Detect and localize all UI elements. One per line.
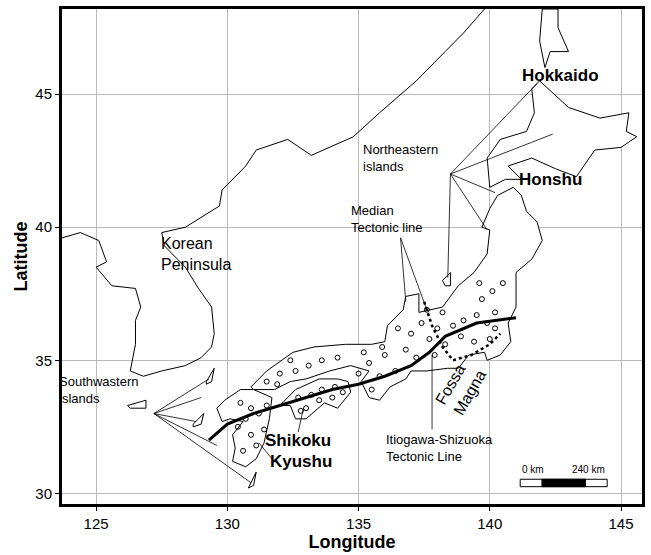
- svg-text:130: 130: [215, 515, 240, 532]
- svg-text:KoreanPeninsula: KoreanPeninsula: [161, 235, 231, 273]
- svg-text:Shikoku: Shikoku: [265, 431, 331, 450]
- svg-text:30: 30: [35, 485, 52, 502]
- svg-text:Honshu: Honshu: [519, 170, 582, 189]
- svg-text:Itiogawa-ShizuokaTectonic Line: Itiogawa-ShizuokaTectonic Line: [386, 432, 493, 464]
- svg-text:40: 40: [35, 218, 52, 235]
- svg-text:Latitude: Latitude: [11, 222, 31, 292]
- svg-text:FossaMagna: FossaMagna: [432, 357, 489, 418]
- svg-text:Longitude: Longitude: [309, 532, 396, 552]
- svg-text:35: 35: [35, 352, 52, 369]
- svg-text:MedianTectonic line: MedianTectonic line: [351, 203, 423, 235]
- svg-text:Northeasternislands: Northeasternislands: [363, 142, 438, 174]
- svg-text:45: 45: [35, 85, 52, 102]
- svg-text:0 km: 0 km: [522, 464, 544, 475]
- svg-text:240 km: 240 km: [572, 464, 605, 475]
- svg-text:125: 125: [84, 515, 109, 532]
- svg-text:Kyushu: Kyushu: [270, 452, 332, 471]
- svg-text:140: 140: [477, 515, 502, 532]
- svg-text:135: 135: [346, 515, 371, 532]
- svg-text:Southwasternislands: Southwasternislands: [59, 374, 139, 406]
- svg-text:145: 145: [608, 515, 633, 532]
- svg-text:Hokkaido: Hokkaido: [522, 66, 599, 85]
